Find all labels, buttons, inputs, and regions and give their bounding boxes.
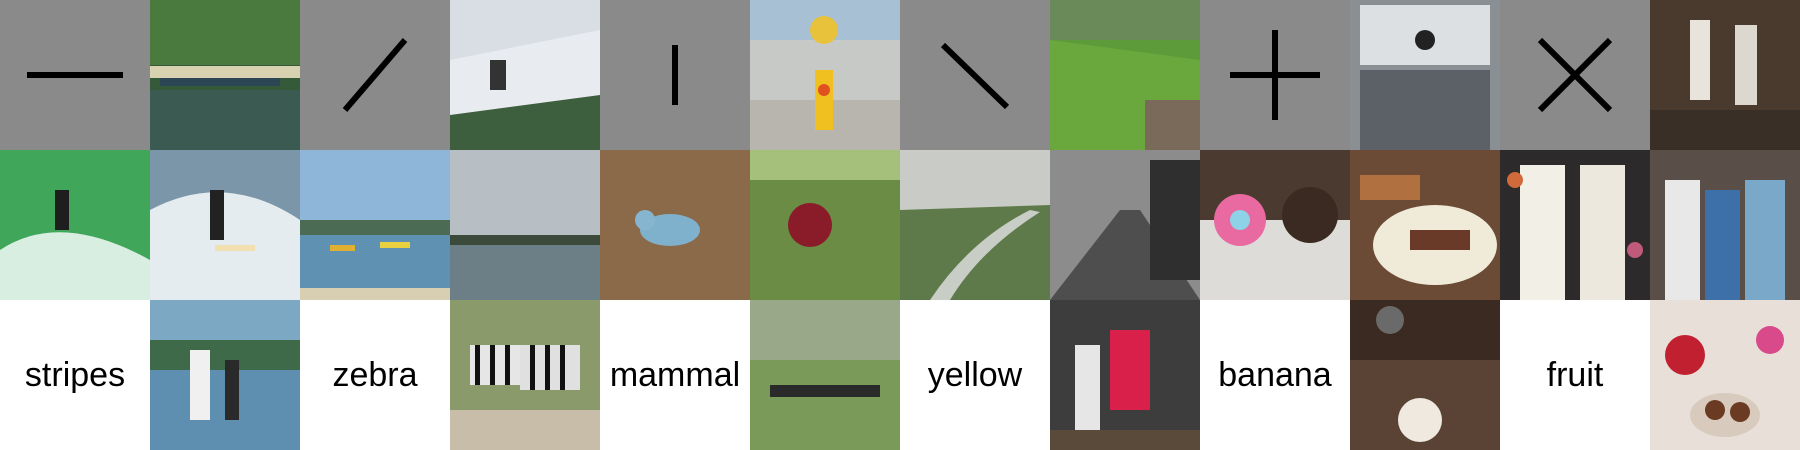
photo-hydrant [750, 0, 900, 150]
photo-blue-bird [600, 150, 750, 300]
photo-dining-table [1350, 300, 1500, 450]
plus-icon [1230, 30, 1320, 120]
word-label: yellow [927, 355, 1023, 394]
photo-surfers-board [150, 300, 300, 450]
photo-surfer-green [0, 150, 150, 300]
photo-women-dresses [1500, 150, 1650, 300]
symbol-slash-cell [300, 0, 450, 150]
photo-snowboarder [450, 0, 600, 150]
photo-hillside [1050, 0, 1200, 150]
word-label: fruit [1546, 355, 1604, 394]
photo-sink [1350, 0, 1500, 150]
word-label: mammal [609, 355, 741, 394]
symbol-cross-cell [1500, 0, 1650, 150]
photo-kiosk-woman [1050, 300, 1200, 450]
photo-fruit-dessert [1650, 300, 1800, 450]
symbol-plus-cell [1200, 0, 1350, 150]
symbol-backslash-cell [900, 0, 1050, 150]
symbol-vertical-cell [600, 0, 750, 150]
photo-street-bw [1050, 150, 1200, 300]
photo-red-flower [750, 150, 900, 300]
word-cell-fruit: fruit [1500, 300, 1650, 450]
photo-lake [450, 150, 600, 300]
symbol-horizontal-cell [0, 0, 150, 150]
horizontal-line-icon [27, 72, 123, 78]
photo-bay-boats [300, 150, 450, 300]
word-cell-stripes: stripes [0, 300, 150, 450]
word-label: stripes [24, 355, 126, 394]
word-label: zebra [332, 355, 418, 394]
photo-dancers [1650, 0, 1800, 150]
photo-river-boat [150, 0, 300, 150]
photo-family-portrait [1650, 150, 1800, 300]
photo-donuts [1200, 150, 1350, 300]
photo-cattle [750, 300, 900, 450]
photo-zebras [450, 300, 600, 450]
word-cell-mammal: mammal [600, 300, 750, 450]
photo-plated-food [1350, 150, 1500, 300]
backslash-icon [940, 42, 1010, 110]
cross-icon [1537, 37, 1613, 113]
word-cell-zebra: zebra [300, 300, 450, 450]
word-label: banana [1218, 355, 1332, 394]
photo-river-valley [900, 150, 1050, 300]
word-cell-banana: banana [1200, 300, 1350, 450]
diagonal-slash-icon [342, 38, 408, 112]
vertical-line-icon [672, 45, 678, 105]
photo-surfer-white [150, 150, 300, 300]
word-cell-yellow: yellow [900, 300, 1050, 450]
